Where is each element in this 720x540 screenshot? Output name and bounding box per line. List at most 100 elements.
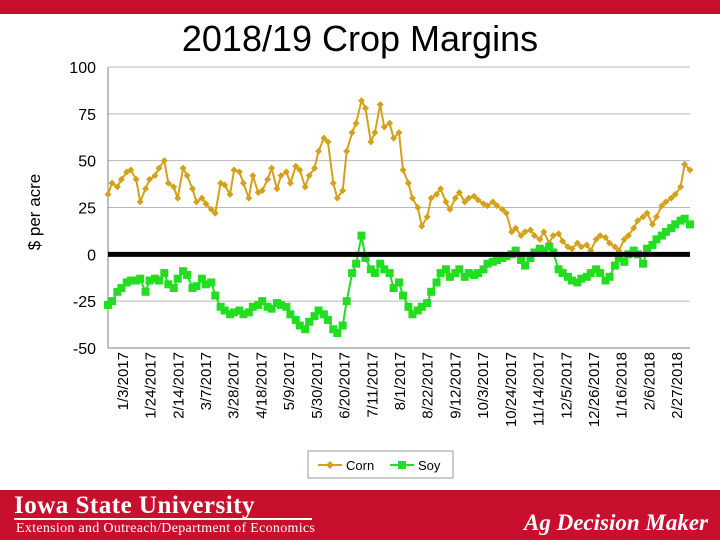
corn-point (268, 164, 276, 172)
soy-point (470, 270, 479, 279)
soy-point (605, 272, 614, 281)
legend-corn-label: Corn (346, 458, 374, 473)
soy-point (104, 300, 112, 309)
x-tick-label: 3/28/2017 (226, 352, 243, 419)
corn-point (677, 183, 685, 191)
corn-point (258, 187, 266, 195)
soy-point (517, 255, 526, 264)
soy-point (276, 300, 285, 309)
corn-point (399, 166, 407, 174)
corn-point (686, 166, 694, 174)
y-axis-label: $ per acre (25, 174, 44, 251)
soy-point (188, 284, 197, 293)
x-tick-label: 2/6/2018 (641, 352, 658, 410)
corn-point (465, 194, 473, 202)
soy-point (639, 259, 648, 268)
corn-point (343, 147, 351, 155)
corn-point (264, 175, 272, 183)
soy-point (370, 269, 379, 278)
corn-point (371, 129, 379, 137)
corn-point (624, 232, 632, 240)
soy-point (173, 274, 182, 283)
corn-point (502, 209, 510, 217)
soy-point (614, 254, 623, 263)
corn-point (296, 166, 304, 174)
corn-point (671, 190, 679, 198)
soy-point (183, 270, 192, 279)
y-tick-label: 75 (78, 107, 96, 124)
soy-point (567, 276, 576, 285)
corn-point (142, 185, 150, 193)
soy-point (329, 325, 338, 334)
soy-point (582, 272, 591, 281)
soy-point (230, 308, 239, 317)
chart-title: 2018/19 Crop Margins (181, 18, 539, 59)
soy-point (417, 302, 426, 311)
corn-point (602, 233, 610, 241)
corn-point (104, 190, 112, 198)
soy-point (197, 274, 206, 283)
soy-point (521, 261, 530, 270)
corn-point (127, 166, 135, 174)
x-tick-label: 2/27/2018 (669, 352, 686, 419)
corn-point (634, 217, 642, 225)
corn-point (536, 235, 544, 243)
corn-point (230, 166, 238, 174)
soy-point (117, 284, 126, 293)
corn-point (155, 164, 163, 172)
x-tick-label: 1/24/2017 (143, 352, 160, 419)
x-tick-label: 6/20/2017 (337, 352, 354, 419)
corn-point (681, 160, 689, 168)
soy-point (216, 302, 225, 311)
y-tick-label: 100 (69, 60, 96, 77)
university-name: Iowa State University (14, 492, 256, 519)
corn-point (433, 190, 441, 198)
corn-point (311, 164, 319, 172)
soy-point (272, 299, 281, 308)
x-tick-label: 7/11/2017 (364, 352, 381, 418)
soy-point (671, 220, 680, 229)
corn-point (380, 123, 388, 131)
soy-point (291, 315, 300, 324)
corn-point (508, 228, 516, 236)
soy-point (258, 297, 267, 306)
legend-soy-marker (398, 461, 406, 469)
corn-point (592, 235, 600, 243)
soy-point (201, 280, 210, 289)
corn-point (235, 168, 243, 176)
soy-point (244, 308, 253, 317)
soy-point (648, 240, 657, 249)
gridlines (107, 66, 690, 349)
corn-point (108, 179, 116, 187)
corn-point (559, 237, 567, 245)
corn-point (517, 232, 525, 240)
soy-point (248, 302, 257, 311)
corn-point (249, 172, 257, 180)
x-tick-label: 9/12/2017 (447, 352, 464, 419)
corn-point (376, 100, 384, 108)
soy-point (235, 306, 244, 315)
corn-point (461, 198, 469, 206)
y-axis-ticks: 100 75 50 25 0 -25 -50 (69, 60, 96, 358)
soy-point (474, 269, 483, 278)
corn-point (577, 243, 585, 251)
corn-point (630, 224, 638, 232)
soy-point (652, 235, 661, 244)
corn-point (427, 194, 435, 202)
corn-point (451, 194, 459, 202)
corn-point (512, 224, 520, 232)
soy-point (164, 280, 173, 289)
soy-point (301, 325, 310, 334)
corn-point (470, 192, 478, 200)
corn-point (568, 245, 576, 253)
corn-point (305, 172, 313, 180)
soy-point (511, 246, 520, 255)
x-tick-label: 3/7/2017 (198, 352, 215, 410)
x-tick-label: 10/24/2017 (503, 352, 520, 427)
corn-point (160, 157, 168, 165)
x-tick-label: 11/14/2017 (531, 352, 548, 426)
soy-point (226, 310, 235, 319)
soy-point (145, 276, 154, 285)
soy-point (267, 304, 276, 313)
soy-point (558, 269, 567, 278)
